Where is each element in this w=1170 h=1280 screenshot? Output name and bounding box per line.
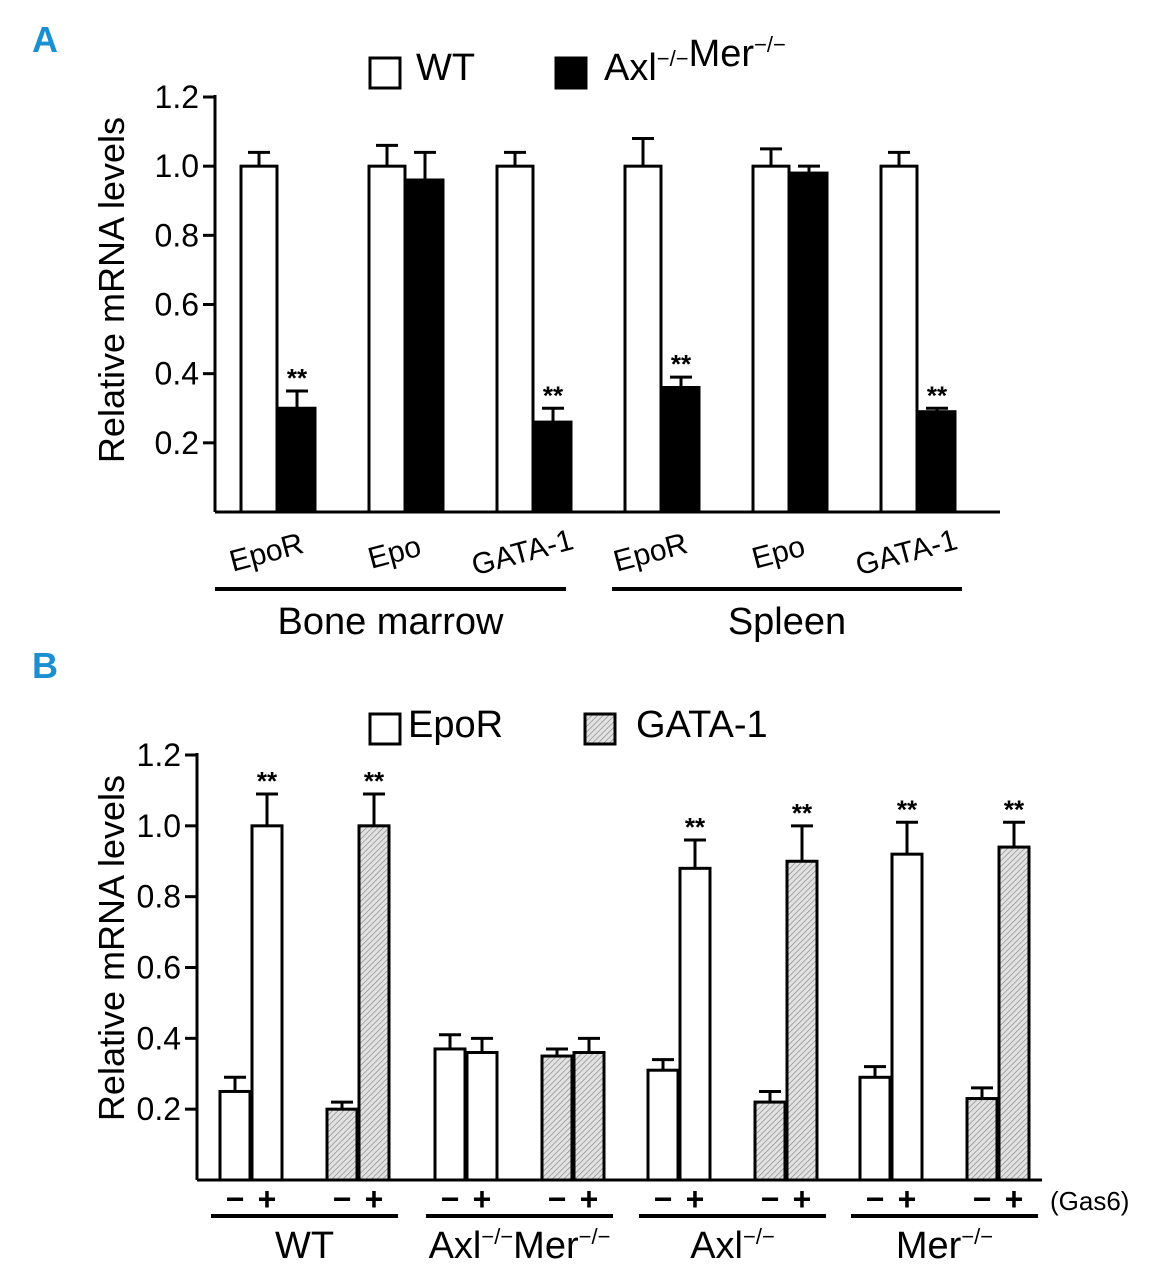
genotype-label: WT: [275, 1225, 334, 1267]
treatment-plus: +: [365, 1181, 384, 1217]
bar-epor-plus: [465, 1051, 499, 1182]
bar-wt: [623, 164, 663, 514]
category-label: Epo: [364, 530, 424, 576]
significance-marker: **: [897, 794, 918, 824]
bar-gata-1-plus: [357, 824, 391, 1182]
significance-marker: **: [927, 380, 948, 410]
treatment-minus: −: [441, 1181, 460, 1217]
bar-ko: [661, 386, 701, 514]
bar-gata-1-minus: [325, 1107, 359, 1182]
treatment-minus: −: [226, 1181, 245, 1217]
y-tick-label: 0.8: [155, 217, 199, 253]
genotype-label: Mer−/−: [896, 1224, 993, 1267]
y-tick-label: 1.2: [155, 79, 199, 115]
bar-ko: [917, 410, 957, 514]
y-tick-label: 0.4: [137, 1020, 181, 1056]
significance-marker: **: [792, 798, 813, 828]
category-label: EpoR: [226, 527, 307, 578]
treatment-plus: +: [793, 1181, 812, 1217]
legend-label-wt: WT: [416, 47, 475, 89]
y-axis-title: Relative mRNA levels: [91, 775, 132, 1121]
significance-marker: **: [364, 766, 385, 796]
chart-panel-a: WT Axl−/−Mer−/− 0.2 0.4 0.6 0.8 1.0 1.2 Relative…: [91, 32, 1000, 643]
y-axis-title: Relative mRNA levels: [91, 117, 132, 463]
significance-marker: **: [685, 812, 706, 842]
bar-wt: [879, 164, 919, 514]
treatment-label: (Gas6): [1050, 1186, 1129, 1216]
bar-epor-plus: [250, 824, 284, 1182]
treatment-plus: +: [258, 1181, 277, 1217]
legend-label-gata1: GATA-1: [636, 704, 768, 746]
bar-gata-1-minus: [540, 1054, 574, 1182]
group-label: Bone marrow: [278, 601, 505, 643]
category-label: Epo: [748, 530, 808, 576]
bar-epor-minus: [433, 1047, 467, 1182]
significance-marker: **: [1004, 794, 1025, 824]
genotype-label: Axl−/−Mer−/−: [429, 1224, 611, 1267]
treatment-minus: −: [548, 1181, 567, 1217]
bar-wt: [367, 164, 407, 514]
bar-ko: [789, 171, 829, 514]
treatment-minus: −: [973, 1181, 992, 1217]
bar-epor-minus: [218, 1089, 252, 1182]
legend-label-ko: Axl−/−Mer−/−: [604, 32, 786, 89]
panel-label-a: A: [32, 19, 58, 60]
bar-epor-plus: [890, 852, 924, 1182]
bar-wt: [495, 164, 535, 514]
bar-wt: [751, 164, 791, 514]
treatment-minus: −: [654, 1181, 673, 1217]
treatment-plus: +: [686, 1181, 705, 1217]
y-tick-label: 0.2: [137, 1091, 181, 1127]
category-label: GATA-1: [852, 523, 961, 582]
treatment-plus: +: [473, 1181, 492, 1217]
treatment-minus: −: [333, 1181, 352, 1217]
y-tick-label: 0.2: [155, 425, 199, 461]
significance-marker: **: [287, 363, 308, 393]
y-tick-label: 0.6: [137, 950, 181, 986]
significance-marker: **: [543, 380, 564, 410]
bar-epor-minus: [858, 1075, 892, 1182]
bar-gata-1-plus: [997, 845, 1031, 1182]
treatment-plus: +: [898, 1181, 917, 1217]
treatment-plus: +: [1005, 1181, 1024, 1217]
bar-gata-1-minus: [753, 1100, 787, 1182]
y-tick-label: 1.0: [137, 808, 181, 844]
genotype-label: Axl−/−: [690, 1224, 775, 1267]
significance-marker: **: [257, 766, 278, 796]
bar-gata-1-minus: [965, 1097, 999, 1182]
category-label: EpoR: [610, 527, 691, 578]
legend-swatch-wt: [368, 56, 402, 90]
legend-swatch-epor: [368, 712, 402, 746]
panel-label-b: B: [32, 645, 58, 686]
legend: EpoR GATA-1: [368, 704, 768, 746]
legend-label-epor: EpoR: [408, 704, 503, 746]
y-tick-label: 0.8: [137, 879, 181, 915]
category-label: GATA-1: [468, 523, 577, 582]
significance-marker: **: [671, 349, 692, 379]
legend-swatch-gata1: [583, 712, 617, 746]
bar-wt: [239, 164, 279, 514]
treatment-plus: +: [580, 1181, 599, 1217]
y-tick-label: 1.2: [137, 737, 181, 773]
treatment-minus: −: [866, 1181, 885, 1217]
treatment-minus: −: [761, 1181, 780, 1217]
bar-ko: [533, 420, 573, 514]
bar-gata-1-plus: [572, 1051, 606, 1182]
y-tick-label: 1.0: [155, 148, 199, 184]
legend-swatch-ko: [554, 56, 588, 90]
legend: WT Axl−/−Mer−/−: [368, 32, 786, 90]
group-label: Spleen: [728, 601, 846, 643]
y-tick-label: 0.6: [155, 287, 199, 323]
bar-epor-minus: [646, 1068, 680, 1182]
bar-epor-plus: [678, 866, 712, 1182]
bar-ko: [405, 178, 445, 514]
bar-gata-1-plus: [785, 859, 819, 1182]
bar-ko: [277, 406, 317, 514]
y-tick-label: 0.4: [155, 356, 199, 392]
